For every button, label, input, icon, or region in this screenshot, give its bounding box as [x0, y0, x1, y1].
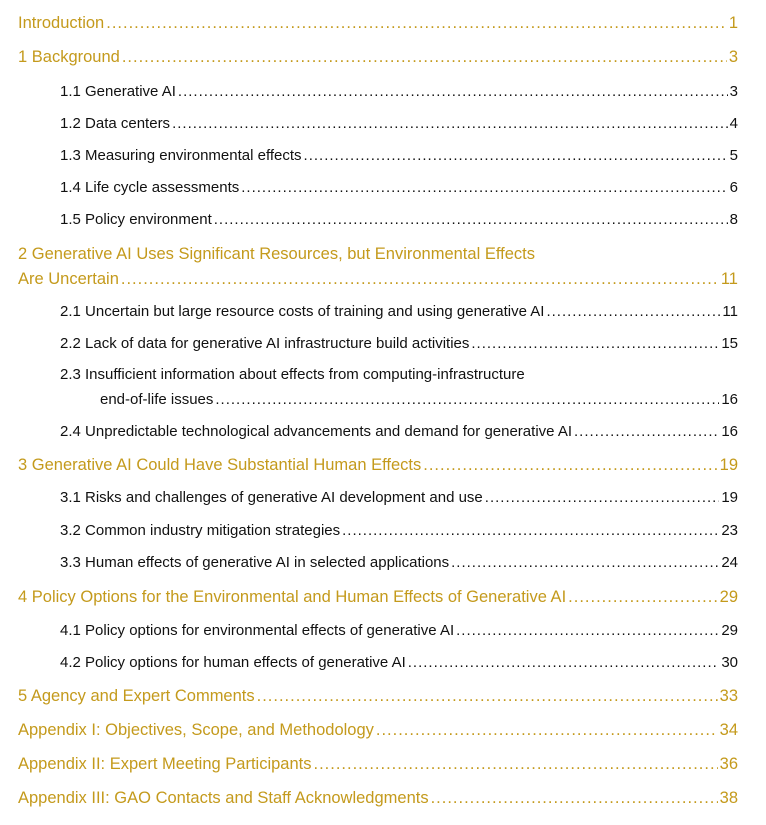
toc-entry-title-line1[interactable]: 2 Generative AI Uses Significant Resourc… [18, 245, 535, 263]
dot-leader [574, 423, 719, 440]
toc-entry-title: 2.4 Unpredictable technological advancem… [60, 423, 572, 440]
toc-page-number: 3 [728, 48, 738, 66]
dot-leader [451, 554, 719, 571]
toc-page-number: 16 [721, 391, 738, 408]
toc-page-number: 16 [721, 423, 738, 440]
toc-entry[interactable]: 4.2 Policy options for human effects of … [60, 654, 738, 671]
dot-leader [241, 179, 727, 196]
toc-page-number: 6 [729, 179, 738, 196]
toc-entry-title: 4.2 Policy options for human effects of … [60, 654, 406, 671]
dot-leader [568, 588, 717, 607]
toc-entry[interactable]: 2.2 Lack of data for generative AI infra… [60, 335, 738, 352]
toc-page-number: 19 [719, 456, 738, 474]
toc-entry[interactable]: 4 Policy Options for the Environmental a… [18, 588, 738, 607]
toc-page-number: 19 [721, 489, 738, 506]
dot-leader [215, 391, 719, 408]
toc-page-number: 4 [729, 115, 738, 132]
toc-entry[interactable]: Are Uncertain 11 [18, 270, 738, 289]
dot-leader [257, 687, 718, 706]
toc-entry-title: Appendix III: GAO Contacts and Staff Ack… [18, 789, 429, 807]
toc-page-number: 30 [721, 654, 738, 671]
toc-entry-title: 1.5 Policy environment [60, 211, 212, 228]
toc-entry[interactable]: 5 Agency and Expert Comments 33 [18, 687, 738, 706]
dot-leader [214, 211, 728, 228]
toc-entry-title: 2.2 Lack of data for generative AI infra… [60, 335, 470, 352]
toc-entry[interactable]: 4.1 Policy options for environmental eff… [60, 622, 738, 639]
toc-entry[interactable]: 1.1 Generative AI 3 [60, 83, 738, 100]
dot-leader [342, 522, 719, 539]
toc-entry-title: 3.1 Risks and challenges of generative A… [60, 489, 483, 506]
toc-entry-title: 2.1 Uncertain but large resource costs o… [60, 303, 545, 320]
toc-entry-title: 1.2 Data centers [60, 115, 171, 132]
toc-page-number: 1 [728, 14, 738, 32]
toc-entry[interactable]: 3 Generative AI Could Have Substantial H… [18, 456, 738, 475]
toc-entry[interactable]: 3.1 Risks and challenges of generative A… [60, 489, 738, 506]
dot-leader [178, 83, 728, 100]
dot-leader [172, 115, 728, 132]
toc-entry[interactable]: 1.2 Data centers 4 [60, 115, 738, 132]
toc-entry[interactable]: 1.5 Policy environment 8 [60, 211, 738, 228]
toc-entry[interactable]: 2.1 Uncertain but large resource costs o… [60, 303, 738, 320]
toc-entry[interactable]: 1.3 Measuring environmental effects 5 [60, 147, 738, 164]
dot-leader [106, 14, 727, 33]
dot-leader [122, 48, 727, 67]
toc-entry-title: Appendix II: Expert Meeting Participants [18, 755, 312, 773]
toc-entry-title: 3.2 Common industry mitigation strategie… [60, 522, 341, 539]
toc-entry[interactable]: Appendix III: GAO Contacts and Staff Ack… [18, 789, 738, 808]
toc-page-number: 5 [729, 147, 738, 164]
toc-entry[interactable]: end-of-life issues 16 [60, 391, 738, 408]
toc-page-number: 36 [719, 755, 738, 773]
dot-leader [314, 755, 718, 774]
dot-leader [546, 303, 720, 320]
dot-leader [304, 147, 728, 164]
toc-page-number: 8 [729, 211, 738, 228]
toc-entry-title: 3 Generative AI Could Have Substantial H… [18, 456, 422, 474]
toc-entry-title: 1.4 Life cycle assessments [60, 179, 240, 196]
toc-entry[interactable]: Appendix II: Expert Meeting Participants… [18, 755, 738, 774]
toc-page-number: 24 [721, 554, 738, 571]
toc-page-number: 34 [719, 721, 738, 739]
dot-leader [408, 654, 720, 671]
toc-page-number: 15 [721, 335, 738, 352]
toc-page-number: 11 [722, 303, 738, 320]
toc-entry-title: Are Uncertain [18, 270, 119, 288]
toc-entry-title: 1.3 Measuring environmental effects [60, 147, 302, 164]
toc-page-number: 3 [729, 83, 738, 100]
toc-entry-title: 5 Agency and Expert Comments [18, 687, 255, 705]
toc-entry[interactable]: 1 Background 3 [18, 48, 738, 67]
toc-entry[interactable]: 2.4 Unpredictable technological advancem… [60, 423, 738, 440]
dot-leader [485, 489, 720, 506]
toc-page-number: 23 [721, 522, 738, 539]
toc-entry-title: 1 Background [18, 48, 120, 66]
toc-entry-title: 4 Policy Options for the Environmental a… [18, 588, 567, 606]
toc-entry-title: Appendix I: Objectives, Scope, and Metho… [18, 721, 374, 739]
toc-entry-title: 4.1 Policy options for environmental eff… [60, 622, 455, 639]
toc-entry-title: 3.3 Human effects of generative AI in se… [60, 554, 450, 571]
toc-page-number: 38 [719, 789, 738, 807]
dot-leader [471, 335, 719, 352]
dot-leader [376, 721, 718, 740]
dot-leader [456, 622, 719, 639]
dot-leader [121, 270, 719, 289]
toc-entry-title-line1[interactable]: 2.3 Insufficient information about effec… [60, 366, 525, 383]
toc-entry-title: Introduction [18, 14, 105, 32]
toc-entry[interactable]: 3.2 Common industry mitigation strategie… [60, 522, 738, 539]
toc-entry[interactable]: 3.3 Human effects of generative AI in se… [60, 554, 738, 571]
toc-entry[interactable]: Introduction 1 [18, 14, 738, 33]
toc-page-number: 11 [720, 270, 738, 288]
toc-entry-title: end-of-life issues [100, 391, 214, 408]
toc-page-number: 29 [719, 588, 738, 606]
toc-page-number: 29 [721, 622, 738, 639]
dot-leader [431, 789, 718, 808]
toc-entry[interactable]: Appendix I: Objectives, Scope, and Metho… [18, 721, 738, 740]
toc-entry-title: 1.1 Generative AI [60, 83, 176, 100]
toc-entry[interactable]: 1.4 Life cycle assessments 6 [60, 179, 738, 196]
dot-leader [423, 456, 717, 475]
toc-page-number: 33 [719, 687, 738, 705]
